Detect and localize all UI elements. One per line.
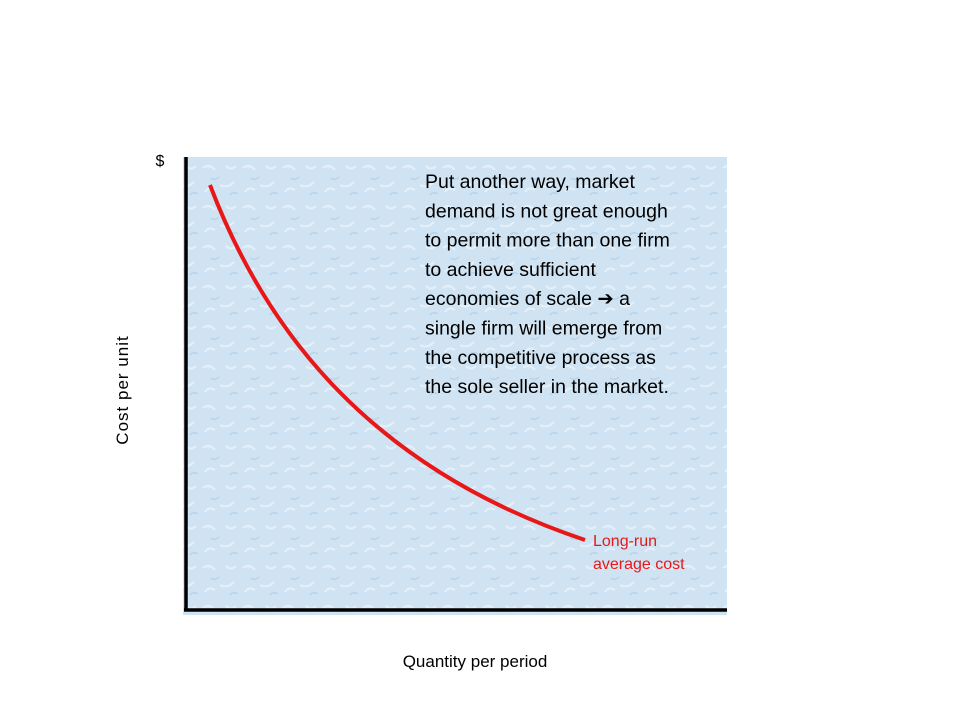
annotation-line: economies of scale ➔ a [425,288,630,310]
lrac-curve [208,184,586,542]
curve-label: Long-run [593,533,657,550]
annotation-line: single firm will emerge from [425,318,662,340]
annotation-line: to achieve sufficient [425,259,596,281]
annotation-line: the sole seller in the market. [425,376,669,398]
annotation: Put another way, market demand is not gre… [425,171,670,398]
plot-background [183,157,727,615]
y-unit: $ [156,153,165,170]
x-axis-label: Quantity per period [403,652,548,671]
annotation-line: the competitive process as [425,347,656,369]
annotation-line: demand is not great enough [425,200,668,222]
y-axis-label: Cost per unit [113,335,132,444]
annotation-line: to permit more than one firm [425,230,670,252]
curve-label: average cost [593,556,685,573]
annotation-line: Put another way, market [425,171,635,193]
